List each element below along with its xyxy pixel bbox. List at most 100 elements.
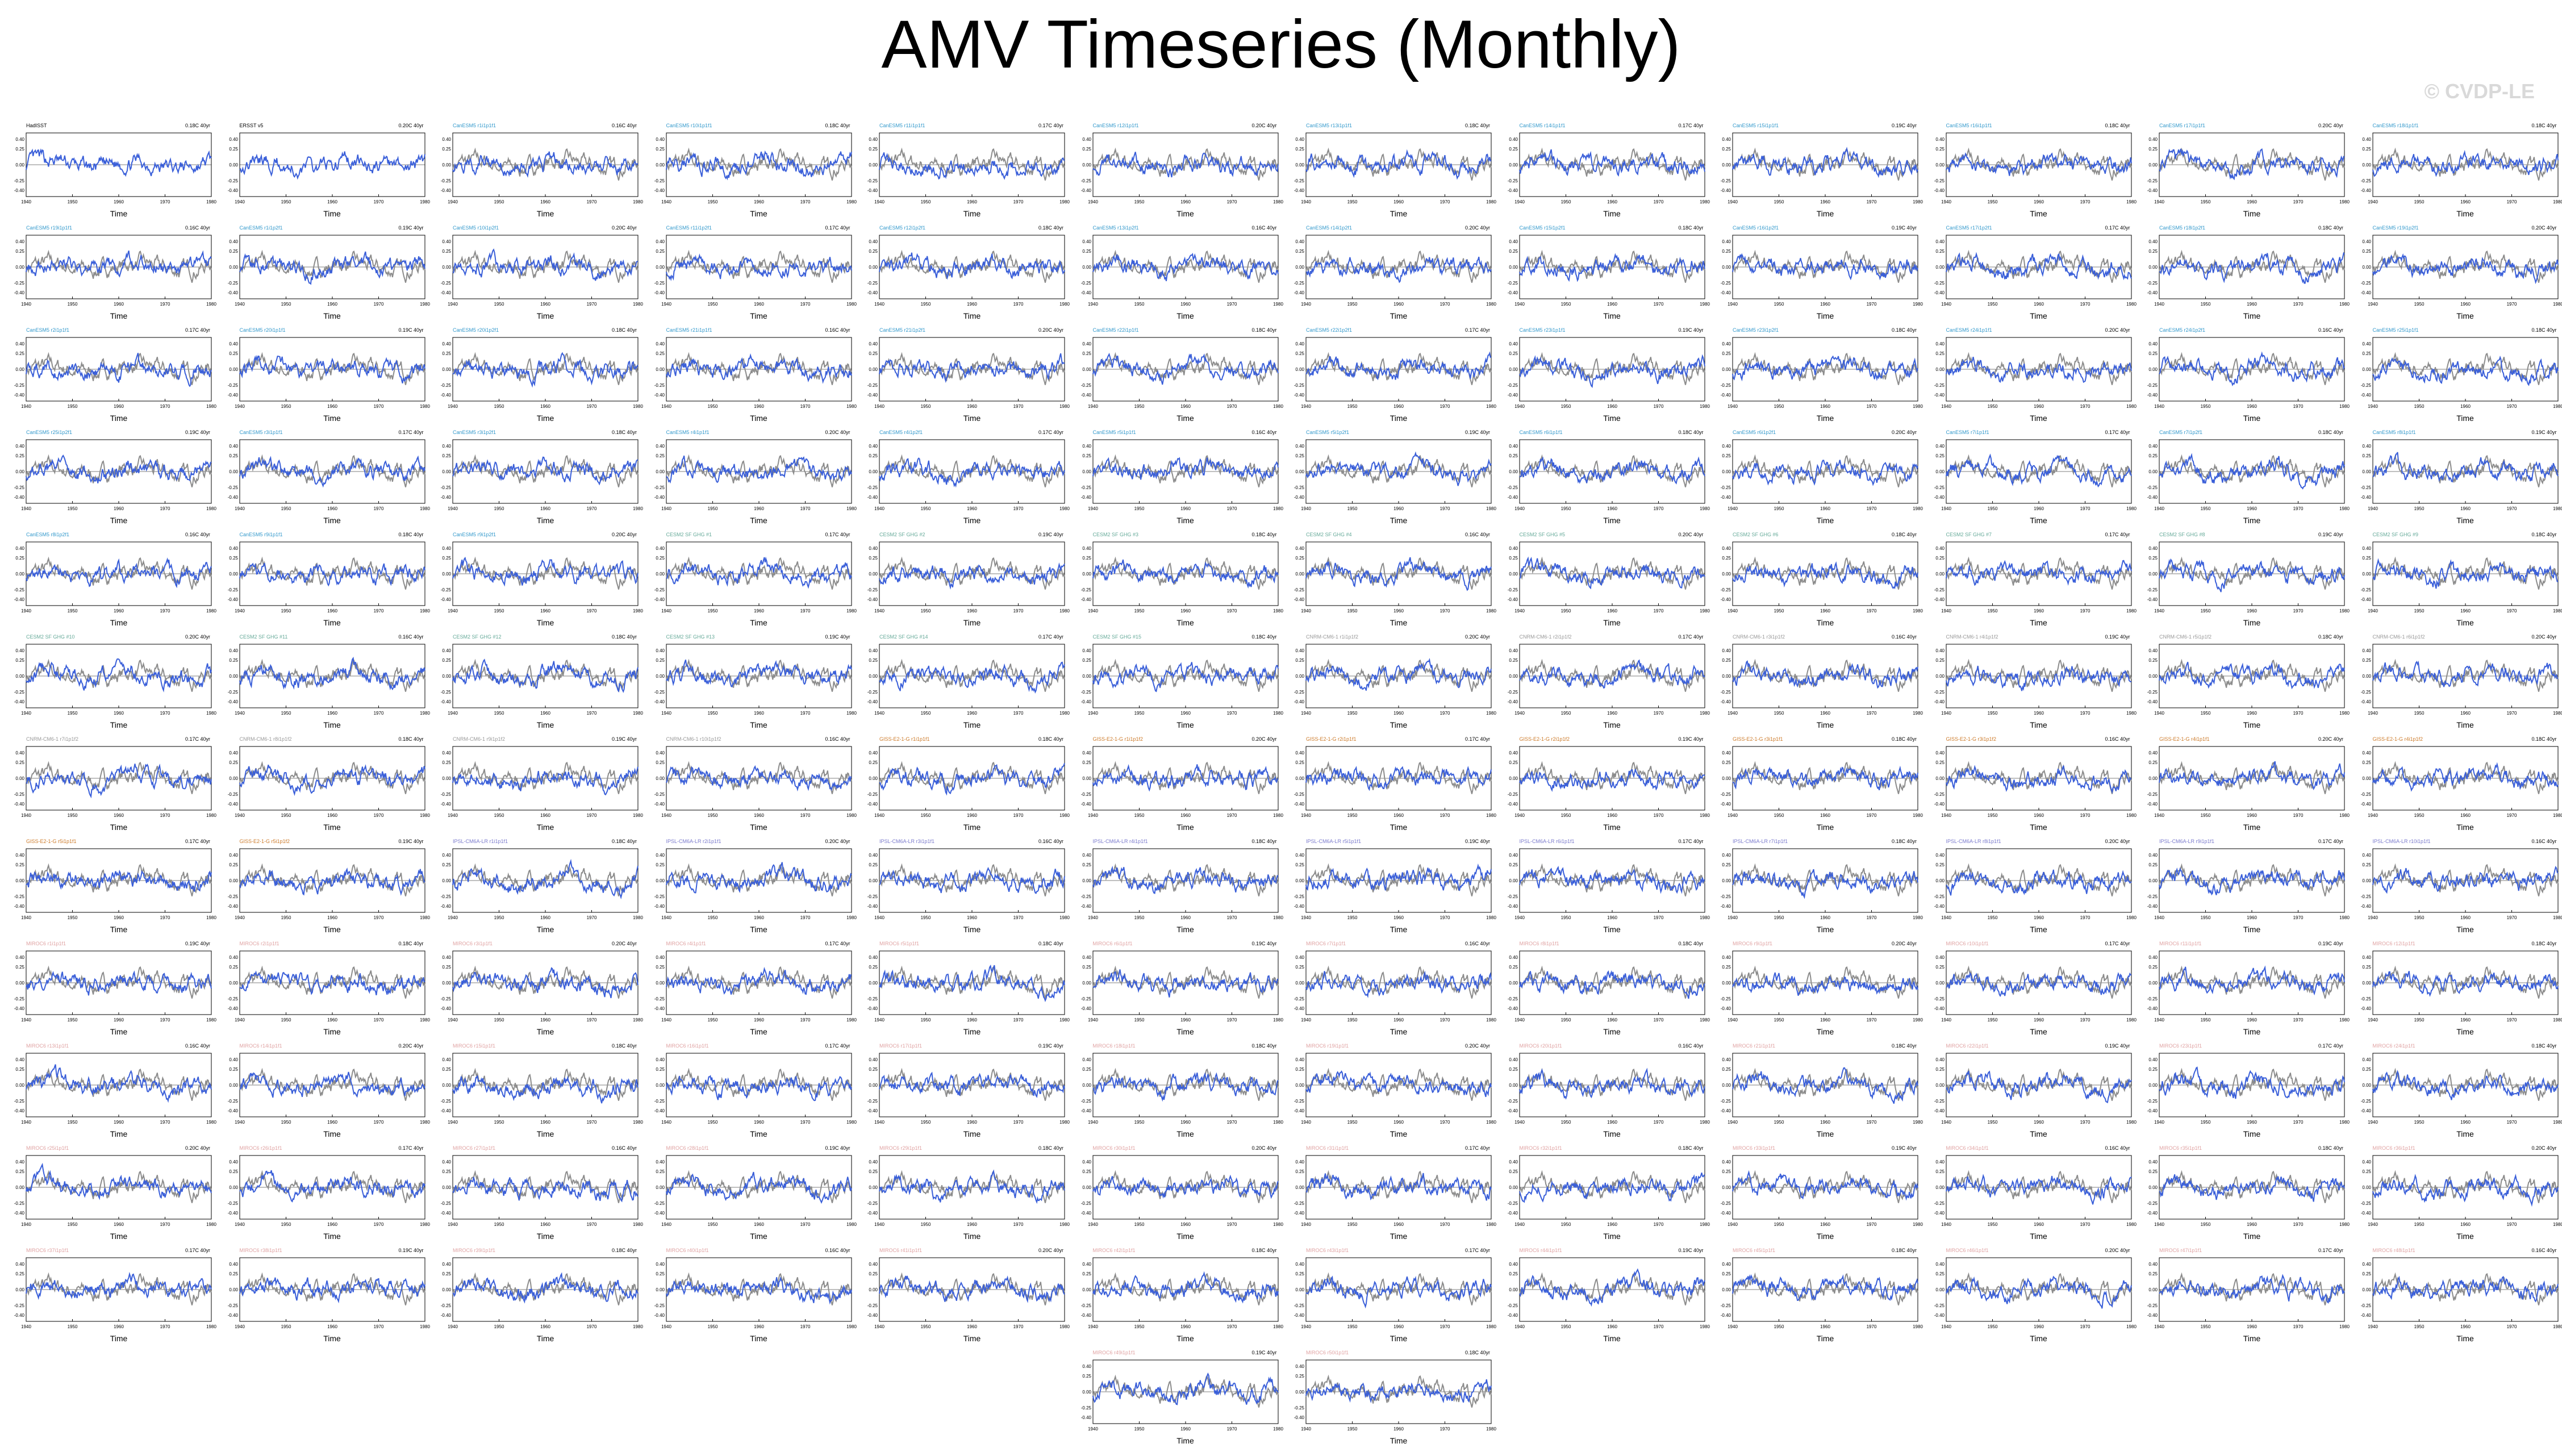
model-series-line xyxy=(879,562,1065,590)
x-tick-label: 1960 xyxy=(1820,199,1830,205)
x-tick-label: 1940 xyxy=(1088,199,1098,205)
panel-title: CESM2 SF GHG #3 xyxy=(1092,532,1139,537)
x-tick-label: 1970 xyxy=(2506,915,2517,920)
timeseries-panel: CanESM5 r5i1p2f1 0.19C 40yr 0.40 0.25 0.00 -0… xyxy=(1286,429,1497,526)
x-axis-label: Time xyxy=(2030,618,2047,627)
x-tick-label: 1960 xyxy=(1820,1324,1830,1329)
panel-title: CESM2 SF GHG #15 xyxy=(1092,634,1142,640)
y-tick-label: -0.40 xyxy=(227,1108,238,1113)
x-tick-label: 1960 xyxy=(540,1120,550,1125)
y-tick-label: 0.00 xyxy=(1935,1083,1945,1088)
x-tick-label: 1970 xyxy=(1440,506,1450,511)
y-tick-label: 0.40 xyxy=(442,1262,451,1267)
panel-stat: 0.20C 40yr xyxy=(2105,327,2130,333)
y-tick-label: -0.25 xyxy=(1507,587,1518,593)
x-tick-label: 1950 xyxy=(707,1324,717,1329)
x-axis-label: Time xyxy=(323,823,341,832)
x-tick-label: 1970 xyxy=(160,506,170,511)
x-axis-label: Time xyxy=(323,1334,341,1343)
x-tick-label: 1960 xyxy=(2247,1120,2257,1125)
x-tick-label: 1940 xyxy=(1728,302,1738,307)
model-series-line xyxy=(2372,866,2559,894)
x-tick-label: 1970 xyxy=(1440,711,1450,716)
panel-title: MIROC6 r32i1p1f1 xyxy=(1519,1145,1562,1151)
observed-series-line xyxy=(1518,249,1705,283)
panel-title: MIROC6 r21i1p1f1 xyxy=(1733,1043,1776,1049)
timeseries-panel: MIROC6 r3i1p1f1 0.20C 40yr 0.40 0.25 0.00 -0.… xyxy=(432,941,644,1037)
x-tick-label: 1960 xyxy=(754,608,764,614)
y-tick-label: 0.00 xyxy=(1509,878,1518,883)
x-tick-label: 1950 xyxy=(281,199,291,205)
y-tick-label: 0.40 xyxy=(1509,546,1518,551)
y-tick-label: 0.40 xyxy=(1082,546,1091,551)
x-tick-label: 1980 xyxy=(206,1324,216,1329)
x-axis-label: Time xyxy=(323,1232,341,1241)
y-tick-label: -0.40 xyxy=(1934,1108,1945,1113)
x-tick-label: 1970 xyxy=(1226,1324,1237,1329)
y-tick-label: -0.40 xyxy=(1080,290,1091,295)
model-series-line xyxy=(1092,253,1279,282)
y-tick-label: 0.40 xyxy=(1509,341,1518,347)
y-tick-label: 0.40 xyxy=(442,239,451,244)
x-tick-label: 1980 xyxy=(420,404,430,409)
model-series-line xyxy=(1092,1072,1279,1102)
model-series-line xyxy=(1305,1275,1492,1309)
timeseries-panel: CESM2 SF GHG #1 0.17C 40yr 0.40 0.25 0.00 -0.… xyxy=(646,532,857,628)
y-tick-label: -0.40 xyxy=(227,495,238,500)
timeseries-panel: CanESM5 r21i1p2f1 0.20C 40yr 0.40 0.25 0.00-… xyxy=(859,327,1070,424)
timeseries-panel: CESM2 SF GHG #3 0.18C 40yr 0.40 0.25 0.00 -0.… xyxy=(1073,532,1283,628)
x-tick-label: 1960 xyxy=(114,199,124,205)
x-tick-label: 1970 xyxy=(1867,813,1877,818)
y-tick-label: 0.25 xyxy=(2362,862,2371,867)
y-tick-label: -0.25 xyxy=(1934,383,1945,388)
panel-title: IPSL-CM6A-LR r5i1p1f1 xyxy=(1306,838,1362,844)
y-tick-label: -0.25 xyxy=(1934,690,1945,695)
y-tick-label: 0.25 xyxy=(1295,1067,1304,1072)
panel-title: CESM2 SF GHG #13 xyxy=(666,634,715,640)
x-tick-label: 1980 xyxy=(1700,1324,1710,1329)
y-tick-label: 0.40 xyxy=(1295,750,1304,756)
y-tick-label: 0.00 xyxy=(2148,469,2158,474)
timeseries-panel: IPSL-CM6A-LR r1i1p1f1 0.18C 40yr 0.40 0.25 0… xyxy=(432,838,644,935)
x-tick-label: 1950 xyxy=(707,915,717,920)
x-tick-label: 1960 xyxy=(1180,1324,1191,1329)
observed-series-line xyxy=(1732,454,1918,487)
y-tick-label: 0.00 xyxy=(869,878,878,883)
x-tick-label: 1970 xyxy=(373,711,383,716)
y-tick-label: 0.00 xyxy=(2362,878,2371,883)
x-tick-label: 1980 xyxy=(1486,813,1496,818)
y-tick-label: -0.25 xyxy=(2147,690,2158,695)
y-tick-label: 0.25 xyxy=(2148,658,2158,663)
model-series-line xyxy=(2372,558,2558,589)
x-axis-label: Time xyxy=(536,1027,554,1036)
panel-stat: 0.18C 40yr xyxy=(1038,1145,1063,1151)
x-tick-label: 1960 xyxy=(1820,711,1830,716)
panel-title: CanESM5 r12i1p1f1 xyxy=(1092,123,1139,128)
model-series-line xyxy=(452,967,639,999)
x-tick-label: 1940 xyxy=(2154,199,2164,205)
model-series-line xyxy=(2372,355,2559,386)
panel-title: MIROC6 r5i1p1f1 xyxy=(879,941,920,946)
panel-stat: 0.19C 40yr xyxy=(1891,225,1917,231)
x-tick-label: 1970 xyxy=(373,199,383,205)
y-tick-label: 0.00 xyxy=(2362,1287,2371,1292)
x-tick-label: 1970 xyxy=(1867,1017,1877,1023)
x-tick-label: 1960 xyxy=(114,813,124,818)
y-tick-label: -0.40 xyxy=(1507,1313,1518,1318)
x-tick-label: 1960 xyxy=(1180,404,1191,409)
y-tick-label: -0.40 xyxy=(441,597,452,602)
y-tick-label: 0.25 xyxy=(1722,249,1731,254)
y-tick-label: -0.25 xyxy=(654,1303,665,1308)
x-tick-label: 1950 xyxy=(921,1324,931,1329)
x-tick-label: 1980 xyxy=(2553,608,2562,614)
panel-stat: 0.20C 40yr xyxy=(611,532,637,537)
panel-title: MIROC6 r48i1p1f1 xyxy=(2372,1248,2415,1253)
x-tick-label: 1940 xyxy=(235,1017,245,1023)
panel-title: CanESM5 r10i1p1f1 xyxy=(666,123,712,128)
x-tick-label: 1980 xyxy=(2126,1017,2137,1023)
